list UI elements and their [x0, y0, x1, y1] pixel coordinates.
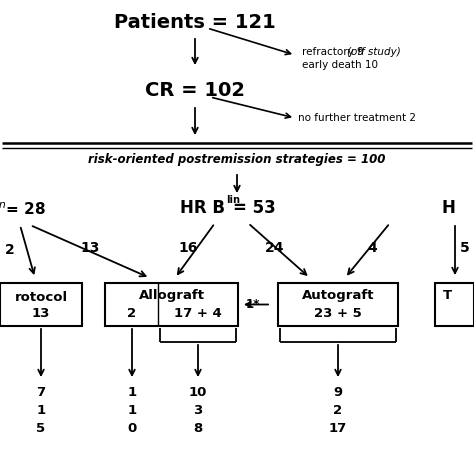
Text: H: H	[442, 199, 456, 217]
Text: 13: 13	[80, 241, 100, 255]
Text: 13: 13	[32, 308, 50, 320]
Text: 24: 24	[265, 241, 285, 255]
Bar	[0, 283, 82, 326]
Bar	[435, 283, 474, 326]
Text: 17 + 4: 17 + 4	[174, 308, 222, 320]
Text: 2: 2	[128, 308, 137, 320]
Text: 17: 17	[329, 421, 347, 435]
Text: 5: 5	[36, 421, 46, 435]
Text: Allograft: Allograft	[138, 290, 204, 302]
Text: 2: 2	[333, 403, 343, 417]
Text: (off study): (off study)	[347, 47, 401, 57]
Text: rotocol: rotocol	[14, 291, 68, 304]
Text: 0: 0	[128, 421, 137, 435]
Text: risk-oriented postremission strategies = 100: risk-oriented postremission strategies =…	[88, 154, 386, 166]
Text: early death 10: early death 10	[302, 60, 378, 70]
Text: 23 + 5: 23 + 5	[314, 308, 362, 320]
Text: 1: 1	[128, 385, 137, 399]
Text: $^n$= 28: $^n$= 28	[0, 202, 46, 219]
Text: Patients = 121: Patients = 121	[114, 12, 276, 31]
Text: 4: 4	[367, 241, 377, 255]
Text: HR B: HR B	[180, 199, 225, 217]
Text: refractory 9: refractory 9	[302, 47, 367, 57]
Text: 1: 1	[36, 403, 46, 417]
Bar	[105, 283, 238, 326]
Text: CR = 102: CR = 102	[145, 81, 245, 100]
Text: 9: 9	[333, 385, 343, 399]
Bar	[278, 283, 398, 326]
Text: 1: 1	[128, 403, 137, 417]
Text: = 53: = 53	[233, 199, 276, 217]
Text: no further treatment 2: no further treatment 2	[298, 113, 416, 123]
Text: 2: 2	[5, 243, 15, 257]
Text: 1*: 1*	[246, 298, 260, 311]
Text: lin: lin	[226, 195, 240, 205]
Text: T: T	[442, 290, 452, 302]
Text: Autograft: Autograft	[302, 290, 374, 302]
Text: 10: 10	[189, 385, 207, 399]
Text: 8: 8	[193, 421, 202, 435]
Text: 3: 3	[193, 403, 202, 417]
Text: 7: 7	[36, 385, 46, 399]
Text: 16: 16	[178, 241, 198, 255]
Text: 5: 5	[460, 241, 470, 255]
